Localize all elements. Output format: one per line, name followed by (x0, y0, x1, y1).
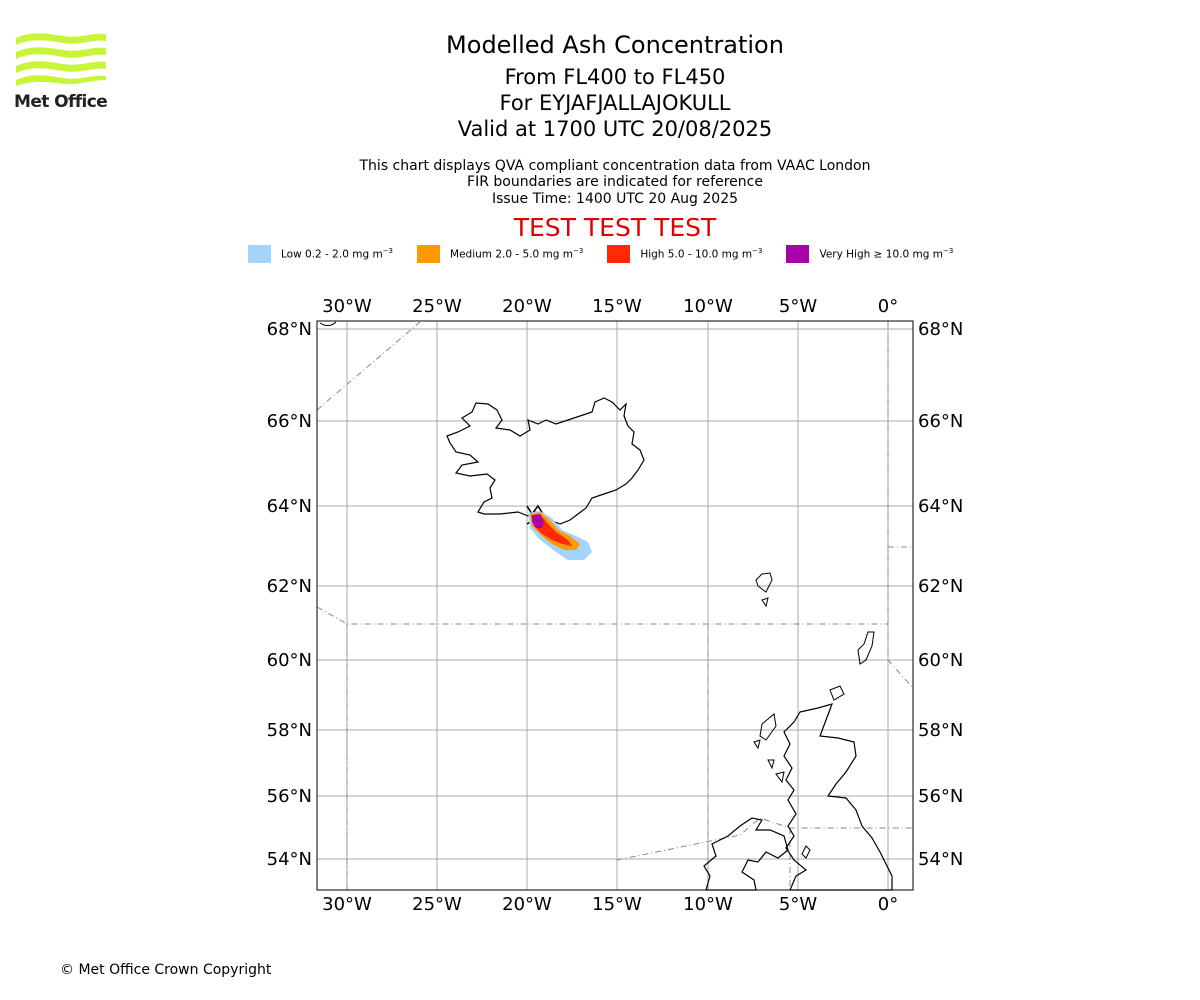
legend-label-low: Low 0.2 - 2.0 mg m−3 (281, 247, 394, 261)
legend-swatch-low (248, 245, 271, 263)
lon-label: 30°W (322, 894, 372, 915)
faroe-islands (755, 572, 773, 608)
lat-label: 64°N (918, 496, 963, 517)
flight-levels: From FL400 to FL450 (504, 65, 726, 89)
lon-label: 15°W (592, 894, 642, 915)
lat-label: 64°N (267, 496, 312, 517)
lon-label: 20°W (502, 894, 552, 915)
lon-label: 0° (878, 296, 898, 317)
isle-of-man-coastline (801, 845, 811, 859)
lat-label: 62°N (918, 576, 963, 597)
copyright-notice: © Met Office Crown Copyright (60, 962, 272, 978)
lat-label: 66°N (918, 411, 963, 432)
legend-item-low: Low 0.2 - 2.0 mg m−3 (248, 245, 393, 263)
iceland-coastline (446, 397, 645, 525)
hebrides-coastline (753, 713, 785, 784)
legend-swatch-very-high (786, 245, 810, 263)
lat-label: 62°N (267, 576, 312, 597)
legend-item-high: High 5.0 - 10.0 mg m−3 (607, 245, 762, 263)
map-frame (316, 320, 914, 891)
lat-label: 68°N (267, 319, 312, 340)
lat-label: 58°N (918, 720, 963, 741)
legend: Low 0.2 - 2.0 mg m−3 Medium 2.0 - 5.0 mg… (248, 244, 977, 264)
lat-label: 54°N (918, 849, 963, 870)
logo-text: Met Office (14, 92, 108, 112)
legend-swatch-medium (417, 245, 441, 263)
lat-label: 66°N (267, 411, 312, 432)
lon-label: 0° (878, 894, 898, 915)
ireland-coastline (703, 817, 789, 891)
legend-label-high: High 5.0 - 10.0 mg m−3 (640, 247, 763, 261)
lon-label: 30°W (322, 296, 372, 317)
subtitle-fir: FIR boundaries are indicated for referen… (467, 174, 763, 190)
lon-label: 10°W (683, 296, 733, 317)
great-britain-coastline (783, 703, 893, 891)
legend-label-very-high: Very High ≥ 10.0 mg m−3 (819, 247, 954, 261)
lat-label: 58°N (267, 720, 312, 741)
lon-label: 5°W (779, 296, 817, 317)
lat-label: 54°N (267, 849, 312, 870)
legend-swatch-high (607, 245, 631, 263)
lon-label: 20°W (502, 296, 552, 317)
issue-time: Issue Time: 1400 UTC 20 Aug 2025 (491, 191, 739, 207)
legend-label-medium: Medium 2.0 - 5.0 mg m−3 (450, 247, 584, 261)
test-banner: TEST TEST TEST (513, 213, 717, 242)
lon-label: 25°W (412, 894, 462, 915)
gridlines (317, 321, 913, 890)
lat-label: 56°N (918, 786, 963, 807)
orkney-coastline (829, 685, 845, 701)
lon-label: 15°W (592, 296, 642, 317)
lat-label: 68°N (918, 319, 963, 340)
fir-boundaries (316, 321, 914, 890)
subtitle-qva: This chart displays QVA compliant concen… (359, 158, 871, 174)
met-office-waves-icon (16, 33, 106, 86)
lat-label: 56°N (267, 786, 312, 807)
lat-labels-right: 68°N 66°N 64°N 62°N 60°N 58°N 56°N 54°N (918, 319, 963, 870)
ash-plume (528, 511, 592, 560)
greenland-coastline (319, 321, 337, 326)
lon-labels-bottom: 30°W 25°W 20°W 15°W 10°W 5°W 0° (322, 894, 898, 915)
lat-labels-left: 68°N 66°N 64°N 62°N 60°N 58°N 56°N 54°N (267, 319, 312, 870)
valid-time: Valid at 1700 UTC 20/08/2025 (457, 117, 773, 141)
lon-label: 5°W (779, 894, 817, 915)
lat-label: 60°N (918, 650, 963, 671)
lon-label: 25°W (412, 296, 462, 317)
lat-label: 60°N (267, 650, 312, 671)
chart-title: Modelled Ash Concentration (446, 31, 784, 59)
lon-labels-top: 30°W 25°W 20°W 15°W 10°W 5°W 0° (322, 296, 898, 317)
legend-item-medium: Medium 2.0 - 5.0 mg m−3 (417, 245, 583, 263)
met-office-logo: Met Office (14, 30, 108, 112)
lon-label: 10°W (683, 894, 733, 915)
shetland-coastline (857, 631, 875, 665)
legend-item-very-high: Very High ≥ 10.0 mg m−3 (786, 245, 953, 263)
ash-very-high (532, 514, 544, 528)
volcano-name: For EYJAFJALLAJOKULL (499, 91, 731, 115)
